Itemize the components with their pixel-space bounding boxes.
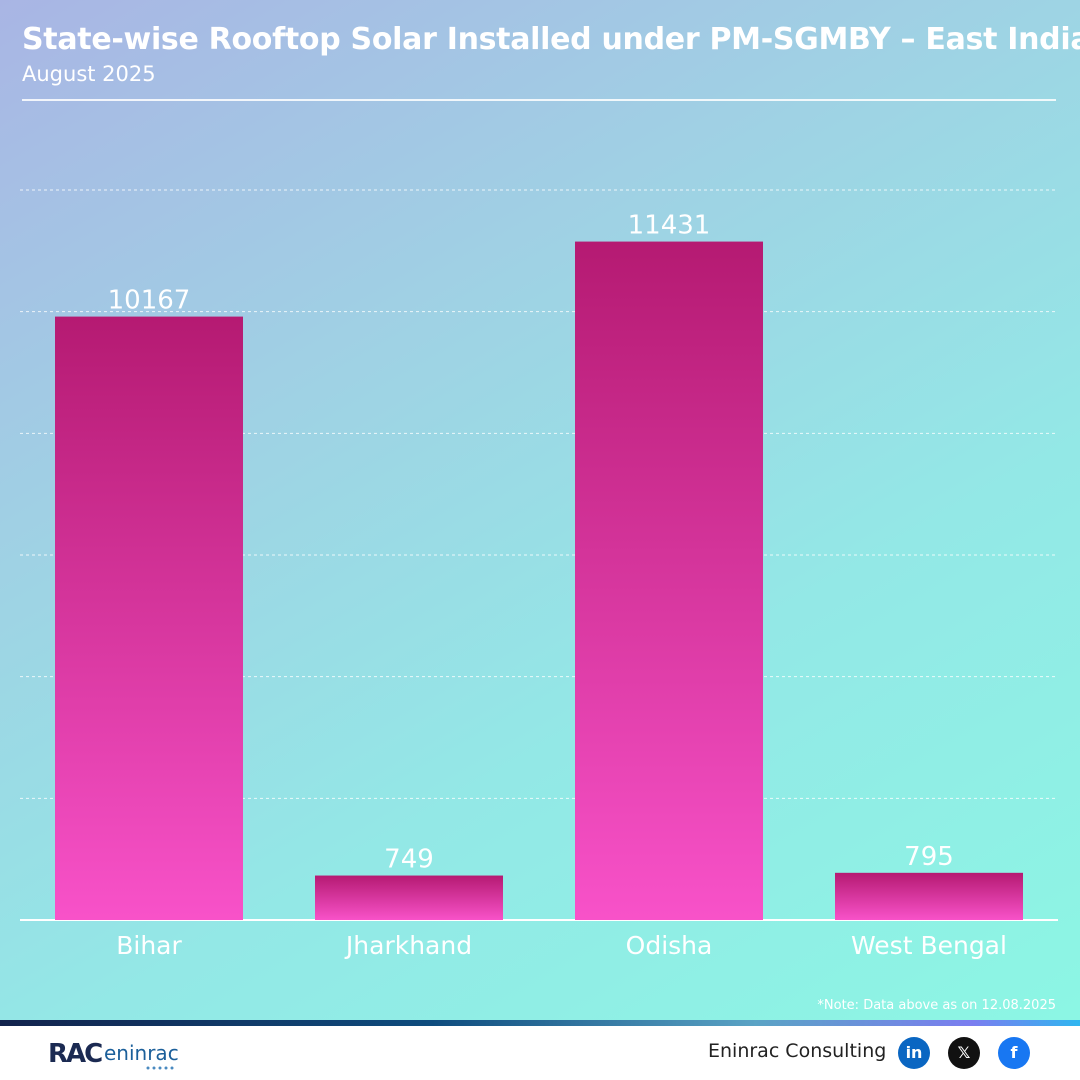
svg-text:eninrac: eninrac: [104, 1041, 179, 1065]
bar-bihar: [55, 316, 243, 921]
bar-jharkhand: [315, 875, 503, 920]
footer-stripe: [0, 1020, 1080, 1026]
facebook-icon[interactable]: f: [998, 1037, 1030, 1069]
data-label: 795: [904, 842, 954, 872]
brand-name: Eninrac Consulting: [708, 1040, 887, 1062]
linkedin-icon[interactable]: in: [898, 1037, 930, 1069]
data-label: 749: [384, 845, 434, 875]
x-tick-label: West Bengal: [851, 931, 1007, 960]
chart-subtitle: August 2025: [22, 62, 156, 86]
x-tick-label: Jharkhand: [344, 931, 472, 960]
bar-odisha: [575, 241, 763, 920]
data-label: 10167: [108, 286, 191, 316]
x-tick-label: Bihar: [116, 931, 182, 960]
bar-west-bengal: [835, 872, 1023, 920]
bar-chart: 10167 Bihar 749 Jharkhand 11431 Odisha 795 West…: [55, 211, 1023, 960]
eninrac-logo: RAC eninrac: [48, 1039, 179, 1070]
data-note: *Note: Data above as on 12.08.2025: [817, 998, 1056, 1013]
title-divider: [22, 99, 1056, 101]
svg-text:RAC: RAC: [48, 1039, 102, 1069]
x-icon[interactable]: 𝕏: [948, 1037, 980, 1069]
x-tick-label: Odisha: [626, 931, 713, 960]
data-label: 11431: [628, 211, 711, 241]
chart-title: State-wise Rooftop Solar Installed under…: [22, 22, 1080, 57]
